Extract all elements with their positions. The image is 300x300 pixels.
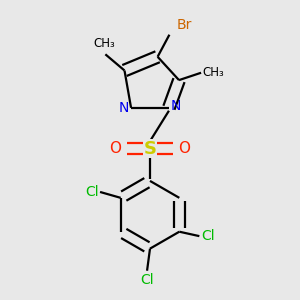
Text: O: O [110,141,122,156]
Text: S: S [143,140,157,158]
Text: Cl: Cl [85,185,99,199]
Text: O: O [178,141,190,156]
Text: Cl: Cl [201,229,214,243]
Text: Br: Br [177,18,192,32]
Text: CH₃: CH₃ [202,66,224,79]
Text: Cl: Cl [140,273,154,287]
Text: N: N [170,99,181,113]
Text: CH₃: CH₃ [93,37,115,50]
Text: N: N [118,101,129,115]
